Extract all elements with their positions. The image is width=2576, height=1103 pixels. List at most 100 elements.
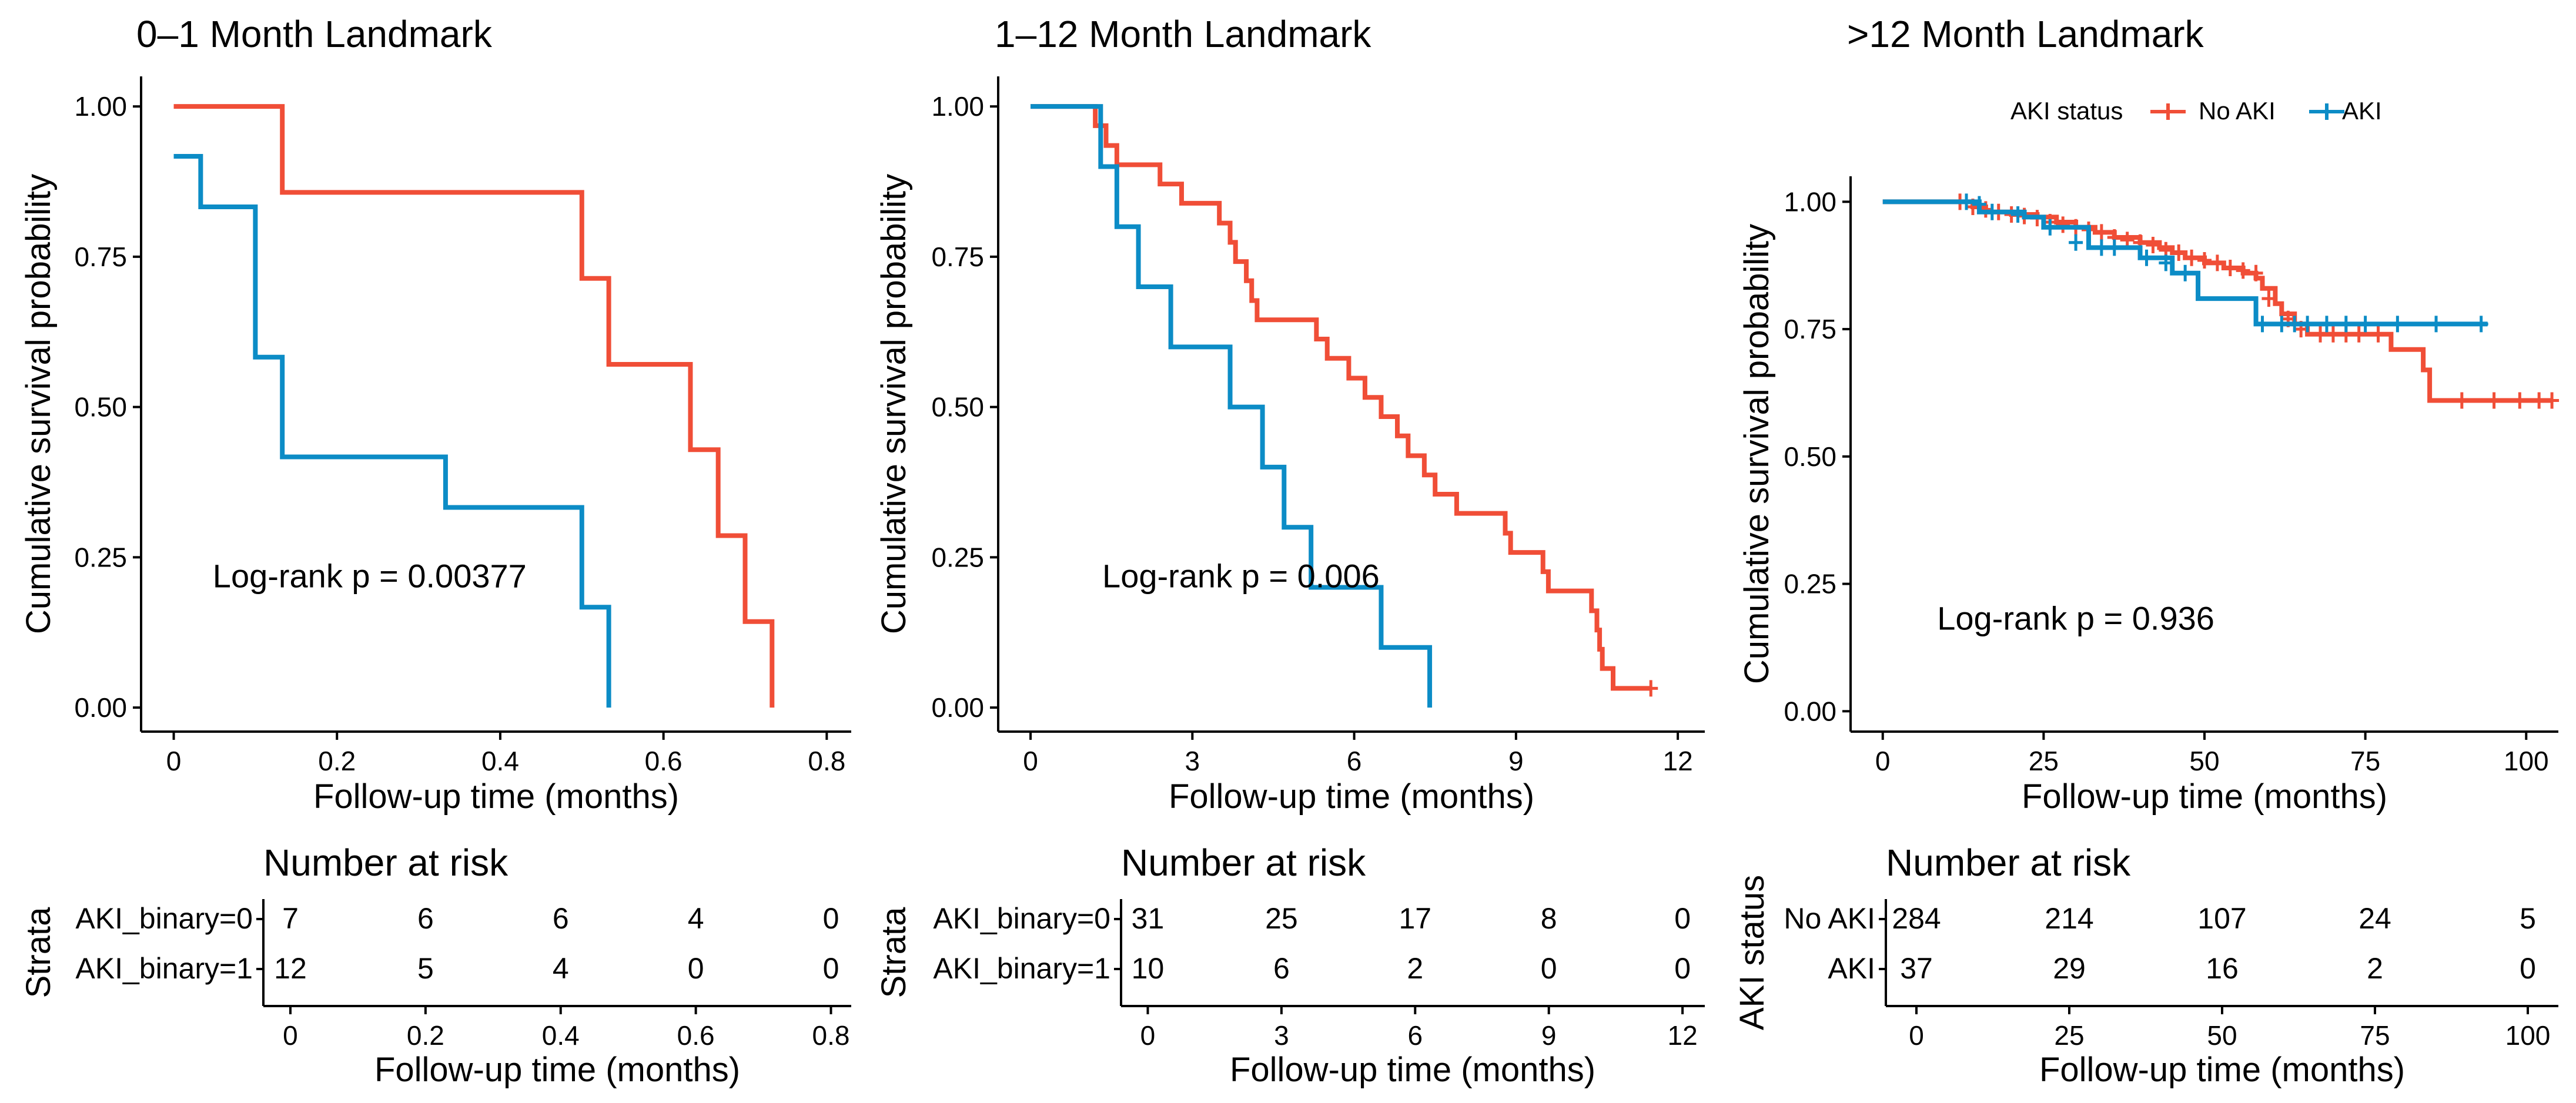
risk-count: 24 xyxy=(2358,902,2391,935)
censor-mark xyxy=(1985,203,1999,220)
x-tick-label: 9 xyxy=(1508,746,1524,776)
risk-count: 0 xyxy=(2520,952,2536,985)
x-axis-title: Follow-up time (months) xyxy=(313,777,679,816)
risk-count: 6 xyxy=(1273,952,1290,985)
risk-x-tick-label: 75 xyxy=(2360,1020,2390,1051)
survival-curve-group1 xyxy=(1031,104,1433,708)
risk-row-label: No AKI xyxy=(1784,902,1875,935)
legend-label: No AKI xyxy=(2199,97,2276,125)
y-axis-title: Cumulative survival probability xyxy=(1738,224,1776,684)
risk-row-label: AKI_binary=1 xyxy=(933,952,1110,985)
censor-mark xyxy=(2056,216,2070,233)
legend-label: AKI xyxy=(2342,97,2382,125)
censor-mark xyxy=(1959,193,1974,210)
survival-curve-group1 xyxy=(1882,199,2488,327)
logrank-annotation: Log-rank p = 0.006 xyxy=(1102,557,1380,594)
risk-count: 16 xyxy=(2206,952,2239,985)
censor-mark xyxy=(2210,254,2224,271)
risk-x-axis-title: Follow-up time (months) xyxy=(374,1051,740,1089)
censor-mark xyxy=(2146,237,2160,254)
risk-y-axis-title: Strata xyxy=(19,907,58,998)
risk-y-axis-title: AKI status xyxy=(1733,875,1771,1030)
censor-mark xyxy=(2236,262,2250,279)
risk-count: 2 xyxy=(1407,952,1423,985)
risk-row-label: AKI_binary=0 xyxy=(75,902,253,935)
censor-mark xyxy=(2532,392,2547,409)
survival-curve-group0 xyxy=(1031,104,1651,691)
risk-x-axis-title: Follow-up time (months) xyxy=(1230,1051,1595,1089)
censor-mark xyxy=(2429,316,2444,333)
censor-mark xyxy=(2261,290,2276,307)
risk-count: 0 xyxy=(823,952,839,985)
risk-count: 25 xyxy=(1265,902,1298,935)
risk-count: 37 xyxy=(1900,952,1933,985)
risk-count: 0 xyxy=(1674,952,1691,985)
risk-count: 107 xyxy=(2197,902,2246,935)
risk-x-tick-label: 12 xyxy=(1668,1020,1698,1051)
risk-count: 6 xyxy=(417,902,434,935)
censor-mark xyxy=(2287,316,2302,333)
censor-mark xyxy=(2487,392,2501,409)
censor-mark xyxy=(2274,316,2289,333)
risk-count: 0 xyxy=(823,902,839,935)
risk-count: 5 xyxy=(2520,902,2536,935)
risk-table: Number at risk AKI_binary=0 31 25 17 8 0 AKI_bi… xyxy=(875,842,1705,1089)
risk-x-tick-label: 25 xyxy=(2054,1020,2084,1051)
risk-x-tick-label: 6 xyxy=(1407,1020,1423,1051)
risk-x-tick-label: 0 xyxy=(1140,1020,1156,1051)
x-axis-title: Follow-up time (months) xyxy=(1169,777,1534,816)
risk-count: 4 xyxy=(688,902,704,935)
censor-mark xyxy=(2094,224,2109,241)
risk-x-tick-label: 0.2 xyxy=(407,1020,444,1051)
censor-mark xyxy=(1972,196,1986,213)
censor-mark xyxy=(2474,316,2488,333)
y-tick-label: 0.00 xyxy=(1784,696,1836,726)
censor-mark xyxy=(2313,326,2328,343)
y-tick-label: 1.00 xyxy=(931,91,984,122)
risk-row-label: AKI_binary=0 xyxy=(933,902,1110,935)
risk-count: 10 xyxy=(1132,952,1165,985)
x-tick-label: 0 xyxy=(1875,746,1891,776)
x-tick-label: 12 xyxy=(1663,746,1693,776)
y-tick-label: 0.25 xyxy=(1784,569,1836,599)
x-tick-label: 0.6 xyxy=(645,746,683,776)
x-axis-title: Follow-up time (months) xyxy=(2022,777,2387,816)
risk-count: 4 xyxy=(553,952,569,985)
censor-mark xyxy=(2454,392,2469,409)
risk-count: 7 xyxy=(282,902,299,935)
censor-mark xyxy=(2178,264,2193,281)
survival-curve-group0 xyxy=(1882,199,2552,403)
y-tick-label: 0.25 xyxy=(931,542,984,572)
censor-mark xyxy=(2326,326,2340,343)
censor-mark xyxy=(2223,260,2237,277)
risk-y-axis-title: Strata xyxy=(875,907,913,998)
risk-x-tick-label: 0.6 xyxy=(677,1020,715,1051)
panel-title: >12 Month Landmark xyxy=(1847,13,2204,55)
legend-title: AKI status xyxy=(2010,97,2123,125)
risk-table-title: Number at risk xyxy=(1121,842,1366,884)
x-tick-label: 3 xyxy=(1185,746,1200,776)
risk-count: 0 xyxy=(1674,902,1691,935)
legend: AKI status No AKI AKI xyxy=(2010,97,2382,125)
risk-count: 17 xyxy=(1399,902,1431,935)
risk-row-label: AKI xyxy=(1828,952,1875,985)
censor-mark xyxy=(2094,239,2109,256)
risk-x-tick-label: 100 xyxy=(2505,1020,2551,1051)
y-tick-label: 0.00 xyxy=(931,692,984,723)
logrank-annotation: Log-rank p = 0.936 xyxy=(1937,600,2214,637)
censor-mark xyxy=(2172,244,2186,261)
risk-x-tick-label: 9 xyxy=(1541,1020,1557,1051)
x-tick-label: 0.4 xyxy=(481,746,519,776)
risk-x-tick-label: 50 xyxy=(2207,1020,2237,1051)
risk-x-axis-title: Follow-up time (months) xyxy=(2039,1051,2405,1089)
censor-mark xyxy=(2184,249,2199,266)
censor-mark xyxy=(2545,392,2560,409)
risk-count: 2 xyxy=(2367,952,2383,985)
y-tick-label: 0.75 xyxy=(931,242,984,272)
censor-mark xyxy=(2300,316,2315,333)
risk-count: 214 xyxy=(2045,902,2093,935)
y-axis-title: Cumulative survival probability xyxy=(875,174,913,634)
survival-curve-group0 xyxy=(173,104,775,708)
